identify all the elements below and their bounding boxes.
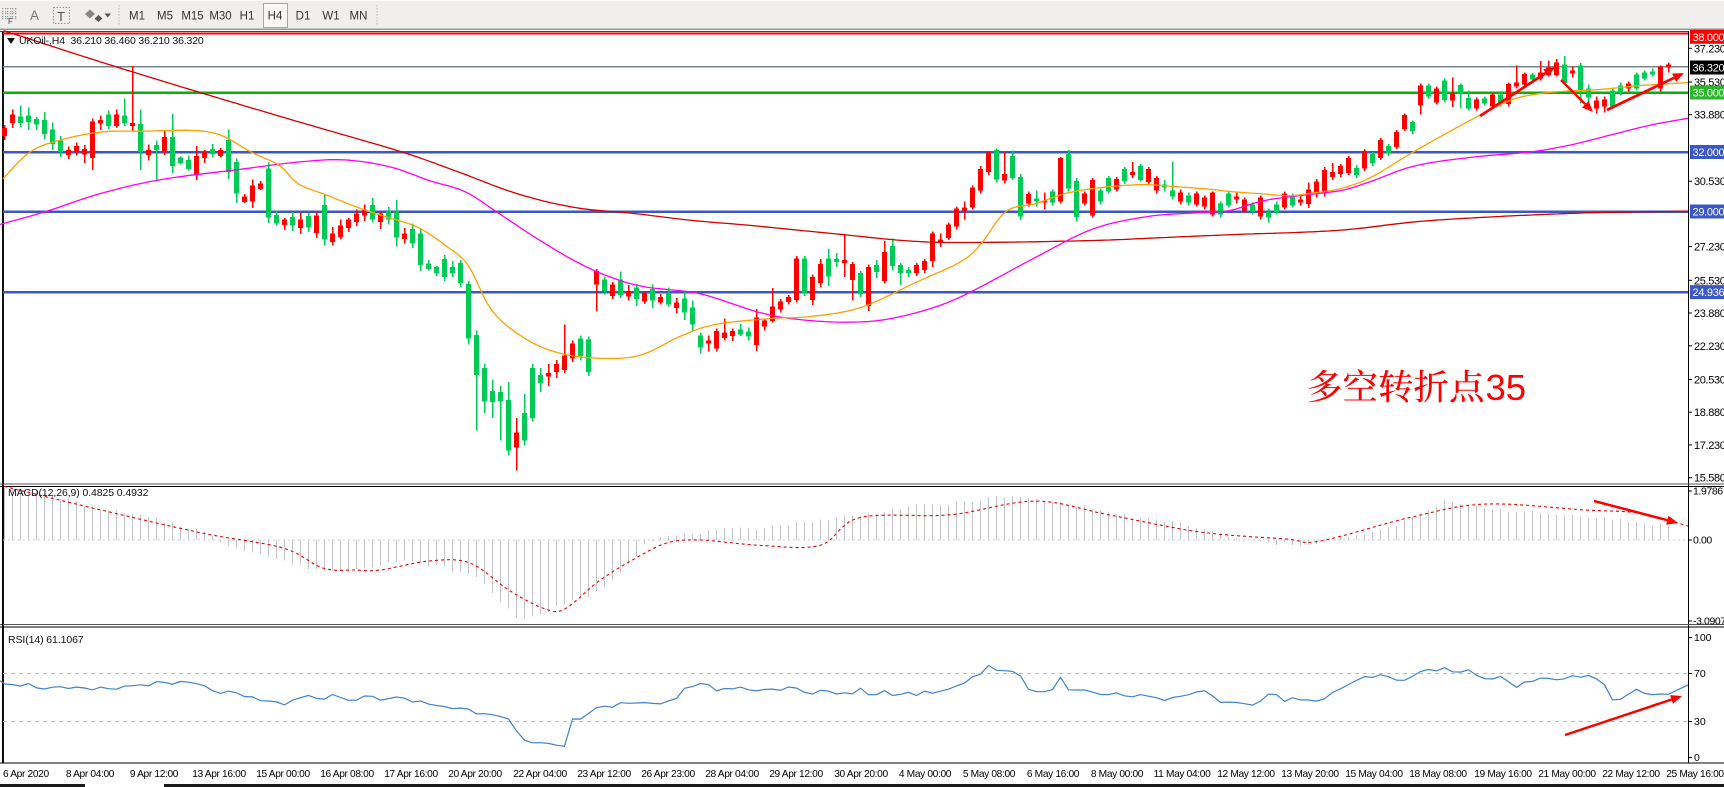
svg-text:9 Apr 12:00: 9 Apr 12:00 (130, 769, 179, 780)
svg-text:37.230: 37.230 (1694, 43, 1724, 55)
svg-text:36.320: 36.320 (1693, 63, 1724, 75)
svg-text:38.000: 38.000 (1693, 32, 1724, 44)
svg-text:20.530: 20.530 (1694, 375, 1724, 387)
svg-text:25 May 16:00: 25 May 16:00 (1666, 769, 1724, 780)
svg-text:29 Apr 12:00: 29 Apr 12:00 (769, 769, 823, 780)
svg-text:0: 0 (1694, 752, 1700, 764)
svg-text:23 Apr 12:00: 23 Apr 12:00 (577, 769, 631, 780)
svg-text:16 Apr 08:00: 16 Apr 08:00 (320, 769, 374, 780)
svg-text:0.00: 0.00 (1693, 535, 1712, 547)
svg-text:24.936: 24.936 (1693, 287, 1724, 299)
svg-text:RSI(14) 61.1067: RSI(14) 61.1067 (8, 634, 84, 646)
svg-text:M5: M5 (157, 11, 173, 23)
svg-text:6 May 16:00: 6 May 16:00 (1027, 769, 1080, 780)
svg-text:A: A (30, 8, 39, 23)
svg-text:25.530: 25.530 (1694, 275, 1724, 287)
svg-text:100: 100 (1694, 632, 1712, 644)
svg-text:5 May 08:00: 5 May 08:00 (963, 769, 1016, 780)
svg-text:19 May 16:00: 19 May 16:00 (1474, 769, 1532, 780)
svg-text:D1: D1 (296, 11, 311, 23)
svg-text:30.530: 30.530 (1694, 176, 1724, 188)
svg-text:22 May 12:00: 22 May 12:00 (1602, 769, 1660, 780)
svg-text:30: 30 (1694, 716, 1706, 728)
svg-text:W1: W1 (322, 11, 339, 23)
svg-text:22.230: 22.230 (1694, 341, 1724, 353)
svg-text:13 May 20:00: 13 May 20:00 (1281, 769, 1339, 780)
svg-text:35: 35 (1486, 367, 1527, 408)
svg-text:15 Apr 00:00: 15 Apr 00:00 (256, 769, 310, 780)
svg-text:18 May 08:00: 18 May 08:00 (1409, 769, 1467, 780)
svg-text:T: T (57, 9, 65, 24)
svg-text:MN: MN (350, 11, 368, 23)
svg-text:8 May 00:00: 8 May 00:00 (1091, 769, 1144, 780)
svg-text:MACD(12,26,9) 0.4825 0.4932: MACD(12,26,9) 0.4825 0.4932 (8, 487, 149, 499)
svg-text:-3.0907: -3.0907 (1693, 616, 1724, 628)
svg-text:H4: H4 (268, 11, 283, 23)
svg-text:6 Apr 2020: 6 Apr 2020 (3, 769, 49, 780)
svg-text:33.880: 33.880 (1694, 110, 1724, 122)
svg-text:M15: M15 (181, 11, 203, 23)
svg-text:15.580: 15.580 (1694, 473, 1724, 485)
svg-text:H1: H1 (240, 11, 255, 23)
svg-text:18.880: 18.880 (1694, 407, 1724, 419)
svg-text:70: 70 (1694, 668, 1706, 680)
svg-text:35.000: 35.000 (1693, 88, 1724, 100)
svg-text:M30: M30 (209, 11, 231, 23)
svg-text:23.880: 23.880 (1694, 308, 1724, 320)
svg-text:21 May 00:00: 21 May 00:00 (1538, 769, 1596, 780)
svg-text:F: F (8, 17, 13, 26)
svg-text:32.000: 32.000 (1693, 147, 1724, 159)
svg-text:26 Apr 23:00: 26 Apr 23:00 (641, 769, 695, 780)
svg-text:4 May 00:00: 4 May 00:00 (899, 769, 952, 780)
svg-text:13 Apr 16:00: 13 Apr 16:00 (192, 769, 246, 780)
svg-text:11 May 04:00: 11 May 04:00 (1154, 769, 1211, 780)
svg-text:28 Apr 04:00: 28 Apr 04:00 (705, 769, 759, 780)
svg-text:29.000: 29.000 (1693, 207, 1724, 219)
svg-text:UKOil-,H4 36.210 36.460 36.21: UKOil-,H4 36.210 36.460 36.210 36.320 (19, 35, 204, 47)
svg-text:27.230: 27.230 (1694, 242, 1724, 254)
svg-text:30 Apr 20:00: 30 Apr 20:00 (834, 769, 888, 780)
svg-text:22 Apr 04:00: 22 Apr 04:00 (513, 769, 567, 780)
svg-text:1.9786: 1.9786 (1693, 486, 1723, 498)
svg-text:12 May 12:00: 12 May 12:00 (1217, 769, 1275, 780)
svg-text:8 Apr 04:00: 8 Apr 04:00 (66, 769, 115, 780)
svg-text:15 May 04:00: 15 May 04:00 (1345, 769, 1403, 780)
svg-text:17.230: 17.230 (1694, 440, 1724, 452)
svg-text:17 Apr 16:00: 17 Apr 16:00 (384, 769, 438, 780)
svg-text:20 Apr 20:00: 20 Apr 20:00 (448, 769, 502, 780)
svg-text:M1: M1 (129, 11, 145, 23)
